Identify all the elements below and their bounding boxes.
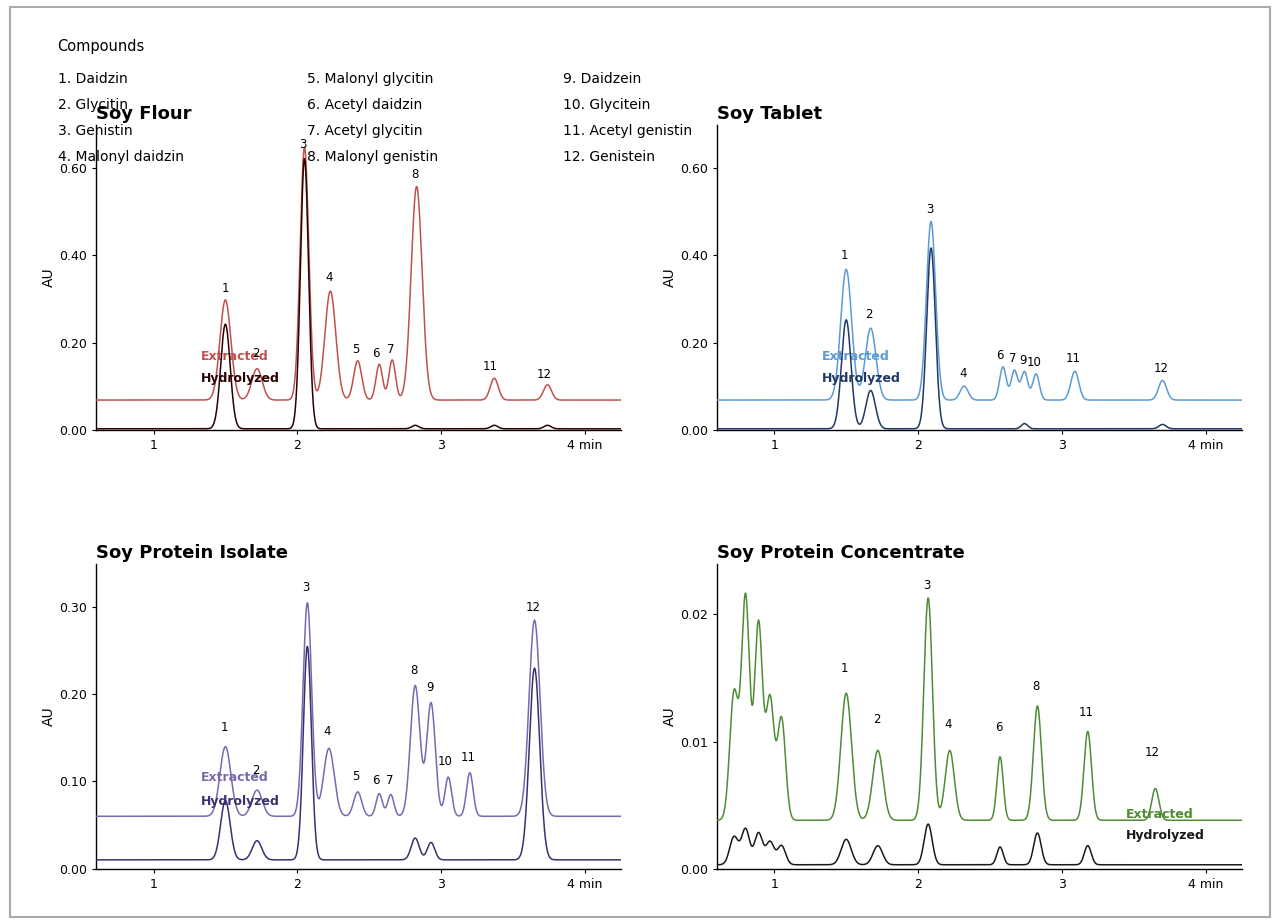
Text: 3: 3 bbox=[923, 578, 931, 591]
Text: 12: 12 bbox=[1144, 747, 1160, 760]
Text: 6. Acetyl daidzin: 6. Acetyl daidzin bbox=[307, 98, 422, 112]
Text: 5. Malonyl glycitin: 5. Malonyl glycitin bbox=[307, 72, 434, 86]
Text: 8: 8 bbox=[411, 168, 419, 181]
Text: Extracted: Extracted bbox=[822, 350, 890, 363]
Text: Soy Flour: Soy Flour bbox=[96, 105, 192, 123]
Text: Soy Protein Isolate: Soy Protein Isolate bbox=[96, 544, 288, 562]
Y-axis label: AU: AU bbox=[42, 706, 56, 726]
Text: Compounds: Compounds bbox=[58, 39, 145, 54]
Text: Extracted: Extracted bbox=[201, 771, 269, 784]
Text: 2: 2 bbox=[252, 764, 260, 777]
Text: 6: 6 bbox=[372, 347, 380, 360]
Text: 11: 11 bbox=[461, 751, 476, 764]
Text: 11. Acetyl genistin: 11. Acetyl genistin bbox=[563, 124, 692, 138]
Text: 11: 11 bbox=[483, 360, 498, 373]
Text: Soy Protein Concentrate: Soy Protein Concentrate bbox=[717, 544, 965, 562]
Text: 9: 9 bbox=[426, 681, 434, 694]
Text: Hydrolyzed: Hydrolyzed bbox=[201, 796, 280, 808]
Text: 12: 12 bbox=[526, 602, 540, 614]
Text: 1: 1 bbox=[841, 663, 849, 675]
Text: 10: 10 bbox=[438, 756, 453, 769]
Text: 7: 7 bbox=[387, 343, 394, 356]
Text: 3. Genistin: 3. Genistin bbox=[58, 124, 132, 138]
Text: 4: 4 bbox=[325, 271, 333, 284]
Text: 6: 6 bbox=[996, 349, 1004, 362]
Text: 9. Daidzein: 9. Daidzein bbox=[563, 72, 641, 86]
Text: Soy Tablet: Soy Tablet bbox=[717, 105, 822, 123]
Text: 11: 11 bbox=[1079, 706, 1094, 719]
Text: Extracted: Extracted bbox=[1126, 808, 1194, 821]
Text: 4. Malonyl daidzin: 4. Malonyl daidzin bbox=[58, 150, 183, 164]
Text: 7: 7 bbox=[385, 773, 393, 786]
Text: Hydrolyzed: Hydrolyzed bbox=[201, 371, 280, 384]
Text: 3: 3 bbox=[300, 138, 307, 151]
Text: 11: 11 bbox=[1066, 352, 1080, 365]
Text: 4: 4 bbox=[959, 367, 966, 380]
Y-axis label: AU: AU bbox=[663, 267, 677, 287]
Y-axis label: AU: AU bbox=[42, 267, 56, 287]
Text: Extracted: Extracted bbox=[201, 350, 269, 363]
Text: 3: 3 bbox=[925, 203, 933, 216]
Text: 5: 5 bbox=[352, 771, 360, 784]
Text: Hydrolyzed: Hydrolyzed bbox=[1126, 829, 1204, 842]
Text: 1: 1 bbox=[841, 249, 849, 262]
Text: 4: 4 bbox=[945, 718, 952, 732]
Text: 8: 8 bbox=[410, 664, 417, 677]
Text: 1. Daidzin: 1. Daidzin bbox=[58, 72, 127, 86]
Text: 8: 8 bbox=[1032, 680, 1039, 693]
Text: 2: 2 bbox=[252, 347, 260, 360]
Text: 12: 12 bbox=[1153, 362, 1169, 375]
Text: 6: 6 bbox=[372, 773, 380, 786]
Text: 1: 1 bbox=[220, 721, 228, 734]
Text: 10. Glycitein: 10. Glycitein bbox=[563, 98, 650, 112]
Text: 12: 12 bbox=[538, 368, 552, 381]
Text: 5: 5 bbox=[352, 343, 360, 356]
Text: 7: 7 bbox=[1009, 352, 1016, 365]
Text: 2: 2 bbox=[865, 308, 873, 321]
Text: 7. Acetyl glycitin: 7. Acetyl glycitin bbox=[307, 124, 422, 138]
Text: 1: 1 bbox=[221, 282, 229, 295]
Text: 6: 6 bbox=[995, 721, 1002, 734]
Text: 2: 2 bbox=[873, 713, 881, 726]
Text: 2. Glycitin: 2. Glycitin bbox=[58, 98, 128, 112]
Text: 3: 3 bbox=[302, 581, 310, 594]
Text: 8. Malonyl genistin: 8. Malonyl genistin bbox=[307, 150, 438, 164]
Y-axis label: AU: AU bbox=[663, 706, 677, 726]
Text: Hydrolyzed: Hydrolyzed bbox=[822, 371, 901, 384]
Text: 12. Genistein: 12. Genistein bbox=[563, 150, 655, 164]
Text: 10: 10 bbox=[1027, 356, 1042, 369]
Text: 4: 4 bbox=[324, 725, 332, 738]
Text: 9: 9 bbox=[1019, 355, 1027, 368]
